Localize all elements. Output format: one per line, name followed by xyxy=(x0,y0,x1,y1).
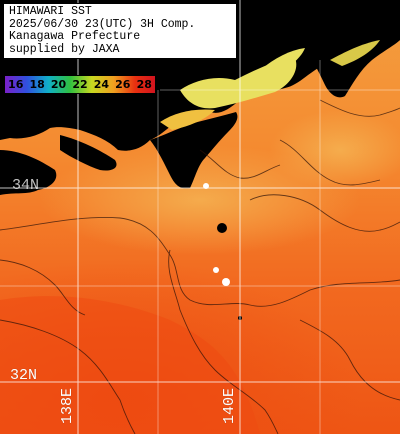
coastal-cool-water-4 xyxy=(330,40,380,66)
lon-label-138e: 138E xyxy=(59,387,76,424)
title-line-4: supplied by JAXA xyxy=(9,42,120,56)
legend-tick: 26 xyxy=(115,78,131,91)
warm-band xyxy=(0,296,260,434)
lat-label-34n: 34N xyxy=(12,177,40,194)
legend-gradient xyxy=(5,76,155,93)
legend-tick: 18 xyxy=(29,78,45,91)
temperature-legend: 16 18 20 22 24 26 28 xyxy=(4,75,156,94)
legend-tick: 20 xyxy=(50,78,67,91)
coastal-cool-water-3 xyxy=(260,48,305,75)
legend-tick: 16 xyxy=(8,78,24,91)
legend-ticks: 16 18 20 22 24 26 28 xyxy=(5,76,155,93)
cloud-mask-center xyxy=(60,135,117,171)
coastal-cool-water-2 xyxy=(160,109,215,130)
island-1 xyxy=(213,267,219,273)
cloud-mask-west xyxy=(0,150,57,195)
land-boso xyxy=(300,40,400,98)
title-line-2: 2025/06/30 23(UTC) 3H Comp. xyxy=(9,17,196,31)
legend-tick: 22 xyxy=(72,78,88,91)
title-line-3: Kanagawa Prefecture xyxy=(9,30,141,43)
title-box: HIMAWARI SST 2025/06/30 23(UTC) 3H Comp.… xyxy=(3,3,237,59)
isotherm-contours xyxy=(0,99,400,434)
legend-color-bar xyxy=(5,76,155,93)
lat-label-32n: 32N xyxy=(10,367,38,384)
legend-tick: 28 xyxy=(136,78,152,91)
land-izu xyxy=(150,112,238,189)
cool-patch-east xyxy=(270,110,400,190)
cool-patch-north xyxy=(40,145,360,255)
island-2 xyxy=(222,278,230,286)
island-oshima xyxy=(217,223,227,233)
lon-label-140e: 140E xyxy=(221,387,238,424)
legend-tick: 24 xyxy=(93,78,110,91)
title-line-1: HIMAWARI SST xyxy=(9,5,92,18)
